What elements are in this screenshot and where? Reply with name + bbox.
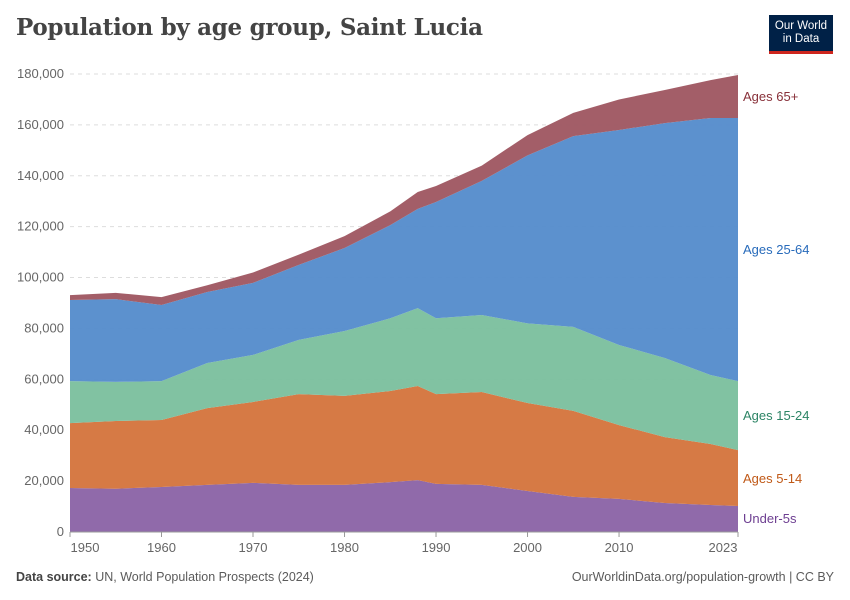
y-tick-label: 160,000 <box>17 117 64 132</box>
series-label[interactable]: Ages 25-64 <box>743 242 810 257</box>
owid-logo[interactable]: Our World in Data <box>769 15 833 54</box>
area-under-5s[interactable] <box>70 480 738 532</box>
y-tick-label: 0 <box>57 524 64 539</box>
x-tick-label: 1980 <box>330 540 359 555</box>
y-tick-label: 100,000 <box>17 270 64 285</box>
y-tick-label: 80,000 <box>24 320 64 335</box>
x-tick-label: 2000 <box>513 540 542 555</box>
x-tick-label: 1950 <box>71 540 100 555</box>
series-label[interactable]: Ages 65+ <box>743 89 798 104</box>
y-tick-label: 140,000 <box>17 168 64 183</box>
y-tick-label: 60,000 <box>24 371 64 386</box>
x-tick-label: 2023 <box>709 540 738 555</box>
area-ages-25-64[interactable] <box>70 118 738 382</box>
x-tick-label: 1970 <box>239 540 268 555</box>
x-tick-label: 1990 <box>422 540 451 555</box>
x-tick-label: 1960 <box>147 540 176 555</box>
area-ages-65-[interactable] <box>70 75 738 306</box>
y-tick-label: 120,000 <box>17 219 64 234</box>
area-ages-15-24[interactable] <box>70 308 738 451</box>
series-label[interactable]: Ages 15-24 <box>743 408 810 423</box>
series-label[interactable]: Ages 5-14 <box>743 471 802 486</box>
source-url[interactable]: OurWorldinData.org/population-growth | C… <box>571 570 834 584</box>
x-tick-label: 2010 <box>605 540 634 555</box>
area-ages-5-14[interactable] <box>70 385 738 507</box>
series-label[interactable]: Under-5s <box>743 511 797 526</box>
y-tick-label: 20,000 <box>24 473 64 488</box>
data-source: Data source: UN, World Population Prospe… <box>16 570 314 584</box>
source-label: Data source: <box>16 570 92 584</box>
chart-title: Population by age group, Saint Lucia <box>16 14 483 41</box>
source-text[interactable]: UN, World Population Prospects (2024) <box>95 570 314 584</box>
logo-line1: Our World <box>774 20 828 32</box>
y-tick-label: 180,000 <box>17 66 64 81</box>
y-tick-label: 40,000 <box>24 422 64 437</box>
logo-line2: in Data <box>782 33 820 45</box>
